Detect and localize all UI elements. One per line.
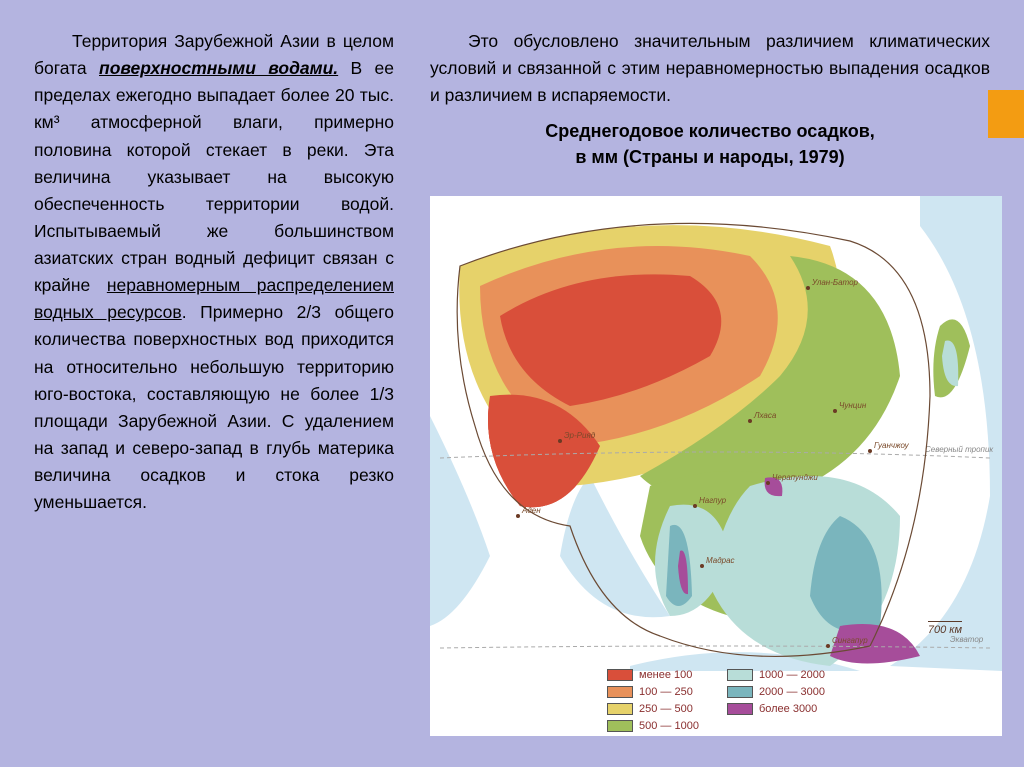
city-label: Лхаса [753, 411, 777, 420]
precipitation-map: Северный тропик Экватор Аден Эр-Рияд Лхаса… [430, 196, 1002, 736]
city-dot [516, 514, 520, 518]
left-text-block: Территория Зарубежной Азии в целом богат… [34, 28, 394, 516]
city-label: Черапунджи [772, 473, 818, 482]
legend-swatch [727, 686, 753, 698]
legend-item: 250 — 500 [607, 703, 699, 715]
city-dot [868, 449, 872, 453]
city-dot [748, 419, 752, 423]
city-dot [766, 481, 770, 485]
legend-label: 500 — 1000 [639, 720, 699, 732]
legend-swatch [607, 720, 633, 732]
para1-b: поверхностными водами. [99, 58, 338, 78]
legend-item: 2000 — 3000 [727, 686, 825, 698]
legend-label: 2000 — 3000 [759, 686, 825, 698]
map-title: Среднегодовое количество осадков, в мм (… [430, 119, 990, 169]
city-dot [700, 564, 704, 568]
legend-label: более 3000 [759, 703, 817, 715]
legend-item: 500 — 1000 [607, 720, 699, 732]
city-dot [806, 286, 810, 290]
equator-label: Экватор [950, 635, 984, 644]
city-label: Аден [521, 506, 541, 515]
map-legend: менее 100 100 — 250 250 — 500 500 — 1000 10… [607, 669, 825, 732]
city-label: Гуанчжоу [874, 441, 910, 450]
para1-c: В ее пределах ежегодно выпадает более 20… [34, 58, 394, 295]
legend-label: 100 — 250 [639, 686, 693, 698]
legend-swatch [727, 703, 753, 715]
map-title-l1: Среднегодовое количество осадков, [545, 121, 875, 141]
city-dot [833, 409, 837, 413]
tropic-label: Северный тропик [925, 445, 994, 454]
right-header-block: Это обусловлено значительным различием к… [430, 28, 990, 170]
legend-swatch [607, 686, 633, 698]
city-label: Чунцин [839, 401, 867, 410]
right-para: Это обусловлено значительным различием к… [430, 28, 990, 109]
legend-item: 1000 — 2000 [727, 669, 825, 681]
legend-item: менее 100 [607, 669, 699, 681]
accent-block [988, 90, 1024, 138]
city-dot [693, 504, 697, 508]
legend-swatch [607, 703, 633, 715]
legend-item: 100 — 250 [607, 686, 699, 698]
legend-label: менее 100 [639, 669, 692, 681]
map-container: Северный тропик Экватор Аден Эр-Рияд Лхаса… [430, 196, 1002, 736]
map-scale: 700 км [928, 621, 962, 636]
city-dot [558, 439, 562, 443]
legend-label: 250 — 500 [639, 703, 693, 715]
legend-item: более 3000 [727, 703, 825, 715]
map-title-l2: в мм (Страны и народы, 1979) [575, 147, 844, 167]
city-label: Сингапур [832, 636, 868, 645]
legend-swatch [607, 669, 633, 681]
legend-label: 1000 — 2000 [759, 669, 825, 681]
para1-e: . Примерно 2/3 общего количества поверхн… [34, 302, 394, 512]
city-label: Эр-Рияд [564, 431, 596, 440]
city-label: Улан-Батор [811, 278, 859, 287]
city-dot [826, 644, 830, 648]
city-label: Нагпур [699, 496, 727, 505]
legend-swatch [727, 669, 753, 681]
city-label: Мадрас [706, 556, 735, 565]
